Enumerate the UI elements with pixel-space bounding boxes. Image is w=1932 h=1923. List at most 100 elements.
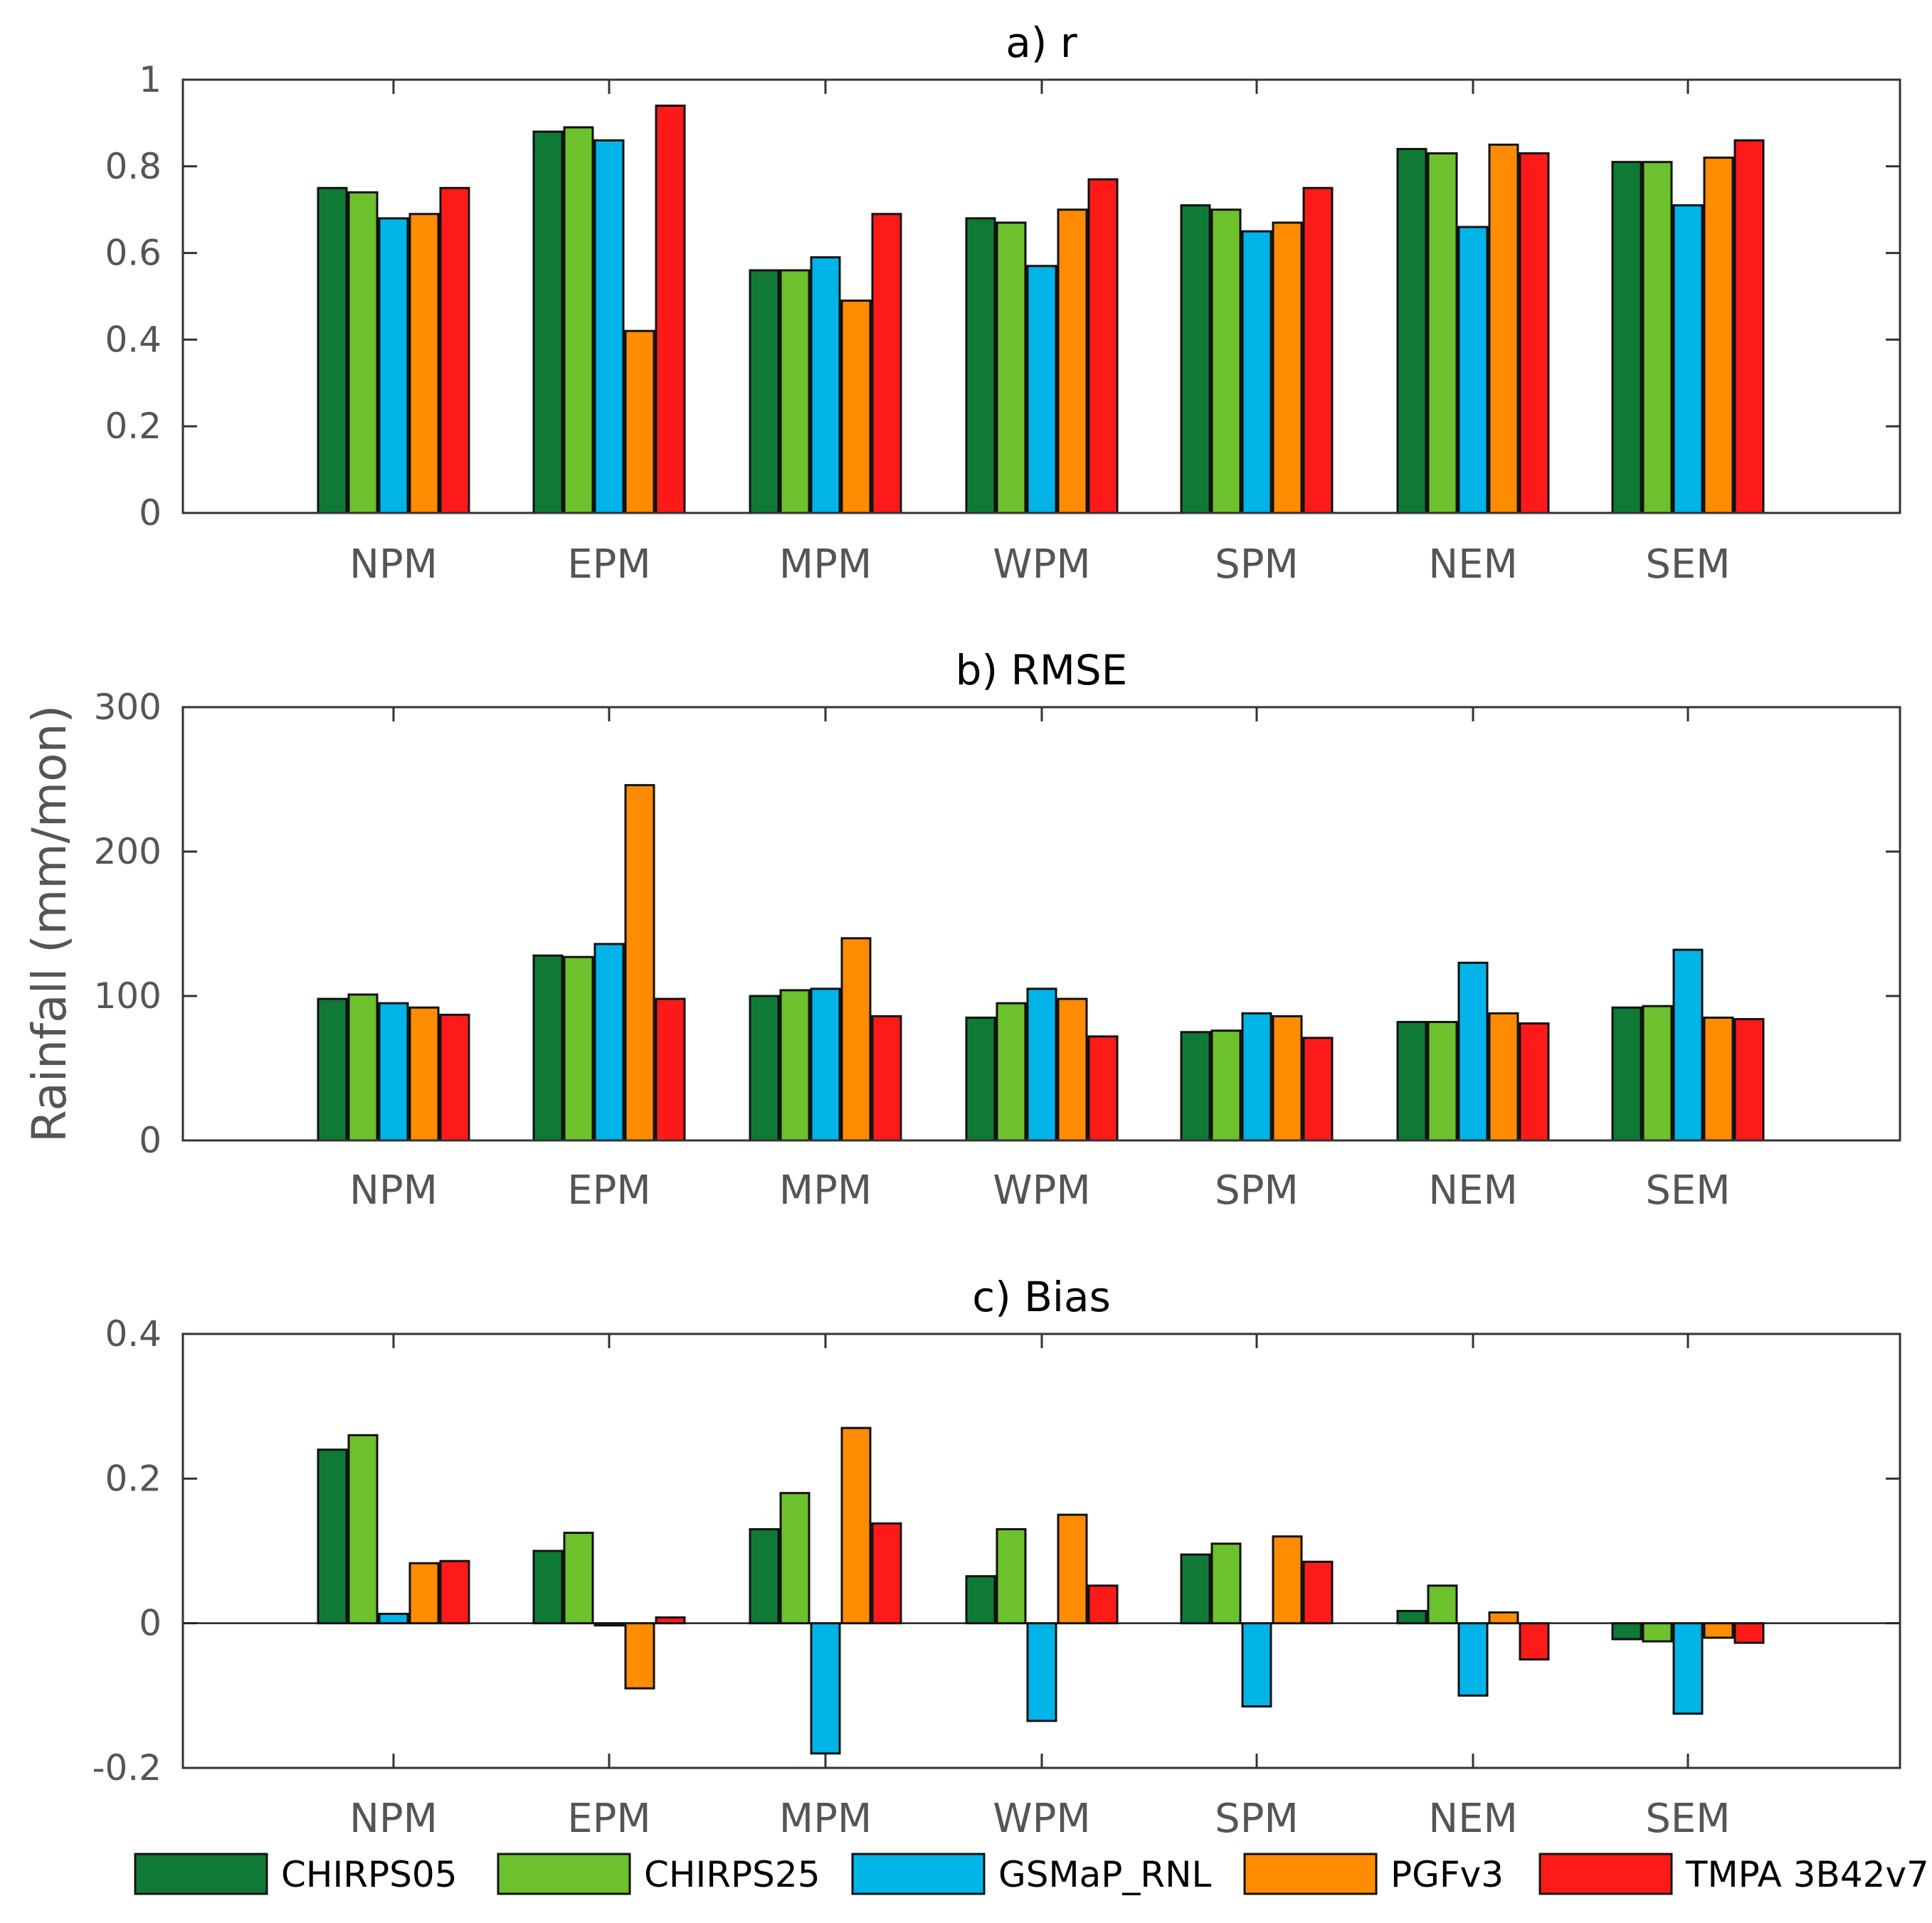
bar [1519, 152, 1550, 514]
y-axis-label: Rainfall (mm/mon) [22, 705, 77, 1143]
y-tick-label: -0.2 [92, 1747, 162, 1789]
y-tick-label: 0.2 [105, 406, 162, 447]
bar [317, 186, 348, 514]
bar [1642, 161, 1673, 514]
category-label: EPM [567, 541, 650, 588]
y-tick-label: 300 [94, 687, 162, 728]
bar [624, 1622, 655, 1690]
y-tick-label: 0.6 [105, 233, 162, 274]
chart-panel-2: b) RMSE 0 100 200 300 NPM EPM MPM WPM SPM NEM SEM Ra… [22, 646, 1901, 1214]
bar [1210, 1029, 1242, 1142]
bar [1611, 161, 1642, 514]
category-label: SPM [1215, 1167, 1299, 1214]
y-tick-label: 0.4 [105, 319, 162, 360]
bar [1457, 961, 1489, 1142]
category-label: MPM [779, 1796, 872, 1842]
bar [1703, 157, 1734, 514]
legend-label: CHIRPS25 [644, 1854, 820, 1895]
y-tick-label: 0.8 [105, 146, 162, 187]
bar [1396, 1021, 1427, 1142]
bar [1272, 221, 1303, 514]
bar [1026, 1622, 1057, 1722]
bar [840, 300, 872, 514]
legend-swatch [134, 1853, 268, 1895]
bar [347, 1434, 379, 1625]
bar [317, 997, 348, 1142]
bar [347, 993, 379, 1142]
category-label: MPM [779, 541, 872, 588]
bar [1427, 1584, 1458, 1625]
category-label: MPM [779, 1167, 872, 1214]
bar [1026, 987, 1057, 1142]
bar [1519, 1022, 1550, 1142]
bar [965, 1575, 996, 1625]
bar [593, 943, 625, 1142]
category-label: SPM [1215, 541, 1299, 588]
bar [1733, 139, 1765, 514]
bar [1611, 1006, 1642, 1142]
bar [1302, 1037, 1334, 1142]
bar [1457, 226, 1489, 514]
bar [749, 1528, 780, 1625]
chart-panel-1: a) r 0 0.2 0.4 0.6 0.8 1 NPM EPM MPM WPM SPM NEM SEM [105, 18, 1901, 588]
bar [1427, 1021, 1458, 1142]
bar [871, 213, 902, 514]
bar [1057, 997, 1088, 1142]
bar [1396, 1609, 1427, 1625]
bar [1703, 1016, 1734, 1142]
legend: CHIRPS05 CHIRPS25 GSMaP_RNL PGFv3 TMPA 3B42v… [134, 1853, 1929, 1895]
bar [1642, 1622, 1673, 1643]
bar [378, 1002, 409, 1142]
y-tick-label: 0 [139, 1603, 162, 1644]
bar [1457, 1622, 1489, 1697]
y-tick-label: 100 [94, 975, 162, 1017]
bar [1672, 1622, 1704, 1715]
bar [532, 954, 564, 1142]
bar [1302, 186, 1334, 514]
bar [1057, 1513, 1088, 1625]
bar [1087, 178, 1119, 514]
bar [1519, 1622, 1550, 1661]
bar [1427, 152, 1458, 514]
category-label: EPM [567, 1167, 650, 1214]
category-label: SEM [1645, 1167, 1730, 1214]
category-label: EPM [567, 1796, 650, 1842]
bar [1180, 204, 1211, 514]
bar [1210, 208, 1242, 514]
axes-box [181, 78, 1901, 514]
bar [1026, 265, 1057, 514]
category-label: NEM [1428, 1796, 1518, 1842]
category-label: NPM [349, 541, 438, 588]
legend-label: PGFv3 [1390, 1854, 1504, 1895]
bar [1703, 1622, 1734, 1639]
axes-box [181, 706, 1901, 1142]
bar [871, 1015, 902, 1142]
bar [378, 1612, 409, 1625]
bar [996, 1002, 1027, 1142]
category-label: SEM [1645, 541, 1730, 588]
bar [1087, 1584, 1119, 1625]
bar [1642, 1005, 1673, 1142]
chart-title: a) r [1005, 18, 1077, 67]
bar [1241, 230, 1272, 514]
category-label: WPM [993, 1167, 1090, 1214]
bar [810, 1622, 841, 1755]
bar [1241, 1622, 1272, 1708]
bar [1733, 1622, 1765, 1644]
bar [996, 221, 1027, 514]
y-tick-label: 0.2 [105, 1458, 162, 1499]
bar [378, 217, 409, 514]
bar [317, 1448, 348, 1625]
bar [624, 329, 655, 514]
bar [439, 1559, 470, 1625]
axes-box [181, 1333, 1901, 1769]
bar [1611, 1622, 1642, 1641]
legend-label: GSMaP_RNL [998, 1854, 1212, 1895]
category-label: WPM [993, 541, 1090, 588]
bar [1180, 1553, 1211, 1625]
bar [593, 139, 625, 514]
chart-panel-3: c) Bias -0.2 0 0.2 0.4 NPM EPM MPM WPM SPM NEM SEM [92, 1273, 1901, 1842]
chart-title: b) RMSE [956, 646, 1128, 694]
bar [563, 955, 594, 1142]
